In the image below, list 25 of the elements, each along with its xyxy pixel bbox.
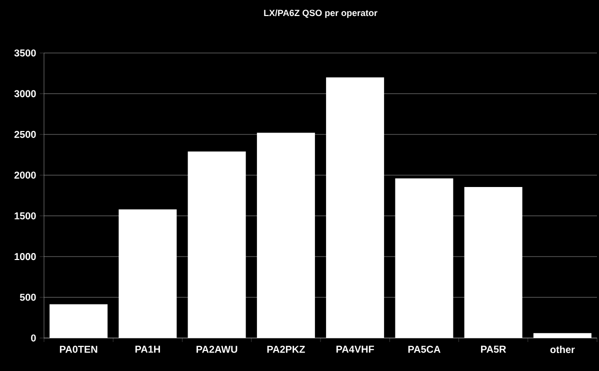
x-tick-label: PA4VHF (336, 346, 374, 353)
bar (50, 304, 108, 338)
bar (118, 209, 177, 338)
bar (326, 77, 384, 338)
y-tick-label: 2000 (14, 172, 36, 179)
x-tick-label: PA5CA (408, 346, 440, 353)
x-tick-label: PA2AWU (196, 346, 238, 353)
x-tick-label: PA0TEN (60, 346, 98, 353)
y-tick-label: 500 (20, 294, 36, 301)
x-tick-label: PA1H (135, 346, 160, 353)
bar (256, 132, 315, 338)
y-tick-label: 1000 (14, 253, 36, 260)
x-tick-label: PA2PKZ (267, 346, 305, 353)
y-tick-label: 1500 (14, 212, 36, 220)
y-tick-label: 3000 (14, 90, 36, 98)
bar (395, 178, 454, 338)
y-tick-label: 3500 (14, 49, 36, 57)
x-tick-label: other (550, 346, 575, 354)
y-tick-label: 0 (31, 334, 36, 342)
bar (533, 333, 592, 338)
bar (188, 152, 246, 338)
x-tick-label: PA5R (481, 346, 506, 353)
chart-title: LX/PA6Z QSO per operator (264, 9, 378, 18)
y-tick-label: 2500 (14, 130, 36, 138)
bar (464, 186, 522, 338)
